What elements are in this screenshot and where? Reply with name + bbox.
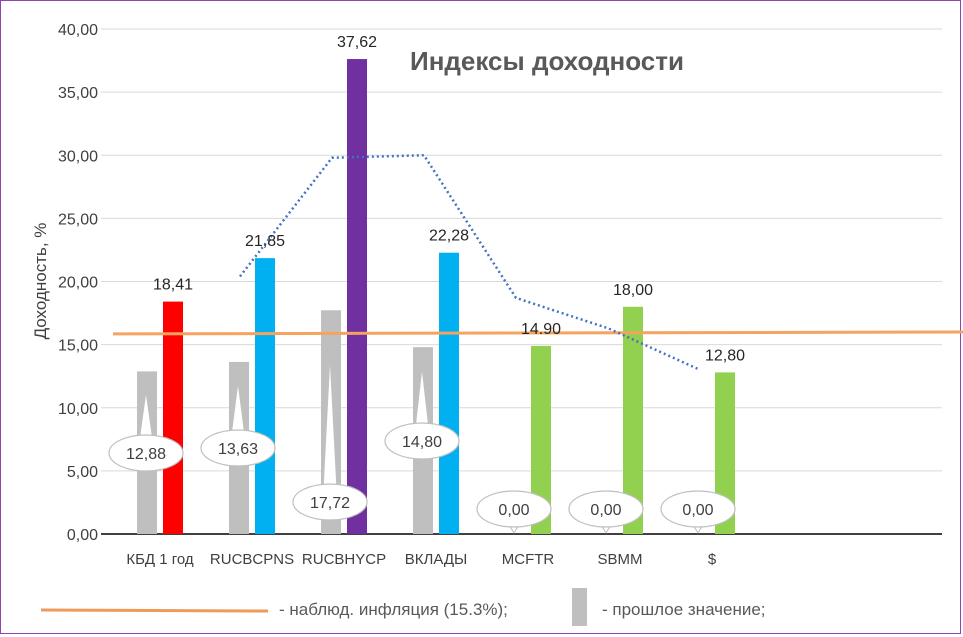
previous-value-label: 12,88: [126, 446, 166, 463]
y-tick-label: 20,00: [58, 275, 98, 292]
x-tick-label: КБД 1 год: [126, 551, 194, 568]
y-tick-label: 25,00: [58, 211, 98, 228]
previous-value-callout: 13,63: [200, 381, 276, 467]
current-bar: [255, 258, 275, 534]
current-value-label: 21,85: [245, 233, 285, 250]
y-axis-label: Доходность, %: [31, 223, 50, 340]
y-tick-label: 35,00: [58, 85, 98, 102]
x-tick-label: MCFTR: [502, 551, 555, 568]
legend-previous-swatch: [572, 588, 587, 626]
current-value-bars: [163, 59, 735, 535]
legend-previous-label: - прошлое значение;: [602, 600, 766, 619]
current-bar: [439, 252, 459, 534]
x-tick-label: SBMM: [598, 551, 643, 568]
current-bar: [347, 59, 367, 535]
callout-bubble: [568, 490, 644, 528]
previous-value-callout: 17,72: [292, 355, 368, 521]
y-tick-label: 10,00: [58, 401, 98, 418]
callout-bubble: [384, 422, 460, 460]
previous-value-label: 0,00: [498, 502, 529, 519]
current-value-label: 14.90: [521, 321, 561, 338]
previous-value-callout: 0,00: [568, 490, 644, 534]
current-value-labels: 18,41 21,85 37,62 22,28 14.90 18,00 12,80: [153, 34, 745, 364]
callout-bubble: [292, 483, 368, 521]
callout-bubble: [660, 490, 736, 528]
x-tick-label: RUCBHYCP: [302, 551, 386, 568]
legend: - наблюд. инфляция (15.3%); - прошлое зн…: [40, 588, 766, 626]
previous-value-label: 17,72: [310, 495, 350, 512]
current-value-label: 37,62: [337, 34, 377, 51]
previous-value-callout: 14,80: [384, 367, 460, 460]
x-tick-label: RUCBCPNS: [210, 551, 294, 568]
current-value-label: 18,41: [153, 277, 193, 294]
trend-line-layer: [239, 153, 701, 372]
previous-value-callout: 0,00: [660, 490, 736, 534]
current-value-label: 22,28: [429, 228, 469, 245]
y-tick-label: 5,00: [67, 464, 98, 481]
y-tick-label: 0,00: [67, 527, 98, 544]
previous-value-callouts: 12,88 13,63 17,72 14,80 0,00 0,00 0,00: [108, 355, 736, 534]
current-bar: [163, 301, 183, 534]
legend-inflation-swatch: [40, 608, 269, 613]
current-value-label: 18,00: [613, 282, 653, 299]
previous-value-callout: 0,00: [476, 490, 552, 534]
callout-bubble: [108, 434, 184, 472]
current-bar: [531, 345, 551, 534]
x-tick-label: $: [708, 551, 717, 568]
previous-value-label: 0,00: [682, 502, 713, 519]
chart-title: Индексы доходности: [410, 46, 684, 76]
previous-value-label: 14,80: [402, 434, 442, 451]
previous-value-callout: 12,88: [108, 391, 184, 472]
current-value-label: 12,80: [705, 347, 745, 364]
y-tick-label: 30,00: [58, 148, 98, 165]
previous-value-label: 0,00: [590, 502, 621, 519]
x-tick-label: ВКЛАДЫ: [405, 551, 468, 568]
y-tick-label: 40,00: [58, 22, 98, 39]
inflation-line-layer: [112, 330, 963, 336]
current-bar: [623, 306, 643, 534]
y-tick-labels: 0,00 5,00 10,00 15,00 20,00 25,00 30,00 35,00 40…: [58, 22, 98, 544]
previous-value-label: 13,63: [218, 441, 258, 458]
callout-bubble: [200, 429, 276, 467]
trend-line: [239, 153, 701, 372]
x-tick-labels: КБД 1 год RUCBCPNS RUCBHYCP ВКЛАДЫ MCFTR SBMM…: [126, 551, 716, 568]
y-tick-label: 15,00: [58, 338, 98, 355]
current-bar: [715, 372, 735, 534]
inflation-line: [112, 330, 963, 336]
legend-inflation-label: - наблюд. инфляция (15.3%);: [279, 600, 508, 619]
callout-bubble: [476, 490, 552, 528]
